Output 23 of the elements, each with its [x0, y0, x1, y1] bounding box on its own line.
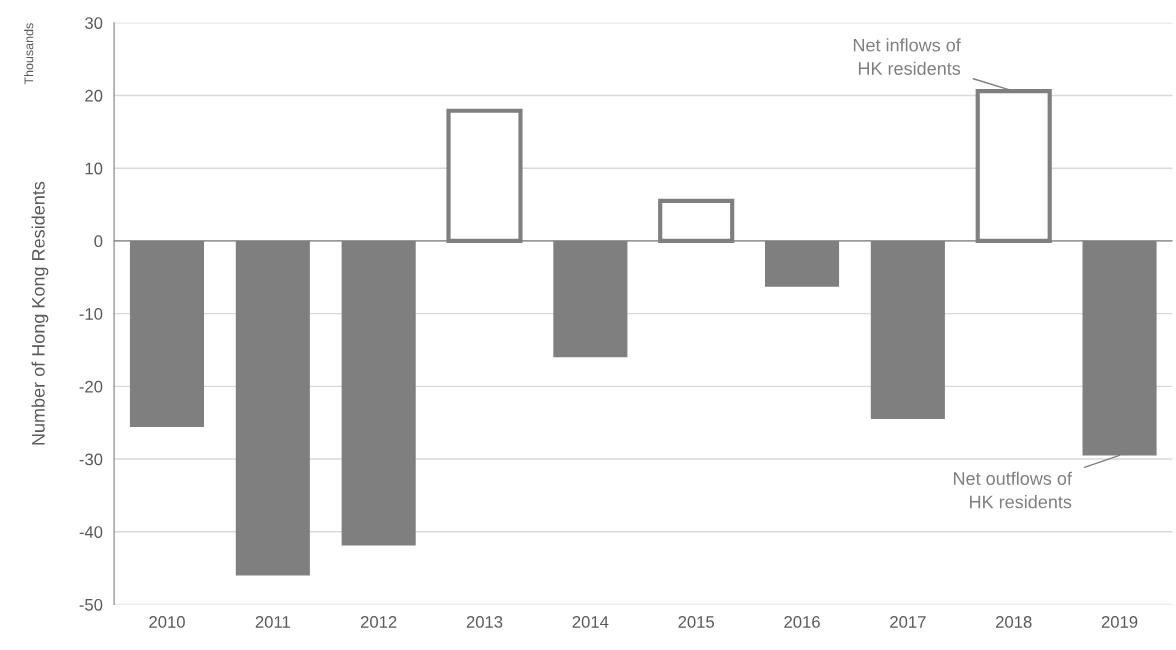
- y-tick-label: -10: [79, 308, 103, 320]
- y-tick-label: -50: [79, 598, 103, 611]
- y-tick-label: 10: [85, 162, 103, 175]
- x-tick-label: 2018: [996, 616, 1032, 628]
- x-tick-label: 2010: [149, 616, 185, 628]
- y-tick-label: -40: [79, 526, 103, 538]
- x-tick-label: 2016: [784, 616, 820, 628]
- x-tick-label: 2019: [1101, 616, 1138, 628]
- y-tick-label: 20: [85, 89, 103, 102]
- y-tick-label: -30: [79, 453, 103, 466]
- x-tick-label: 2015: [678, 616, 715, 628]
- y-tick-label: -20: [79, 380, 103, 393]
- x-tick-label: 2011: [255, 616, 290, 628]
- y-axis-title: Number of Hong Kong Residents: [31, 181, 49, 445]
- x-tick-label: 2012: [360, 616, 397, 628]
- x-tick-label: 2013: [466, 616, 503, 628]
- text: Thousands: [24, 23, 34, 85]
- y-tick-label: 0: [94, 235, 103, 248]
- x-tick-label: 2014: [572, 616, 609, 628]
- annotation: Net inflows of HK residents: [853, 38, 961, 75]
- annotation: Net outflows of HK residents: [953, 471, 1072, 509]
- y-tick-label: 30: [85, 17, 103, 29]
- x-tick-label: 2017: [890, 616, 926, 628]
